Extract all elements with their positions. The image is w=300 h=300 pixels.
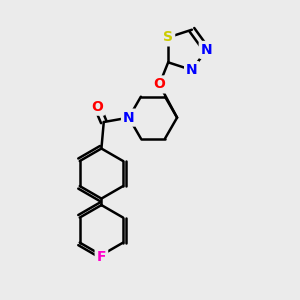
Text: S: S bbox=[163, 30, 173, 44]
Text: N: N bbox=[201, 43, 212, 57]
Text: O: O bbox=[153, 77, 165, 92]
Text: N: N bbox=[186, 63, 198, 77]
Text: F: F bbox=[97, 250, 106, 264]
Text: N: N bbox=[123, 111, 135, 124]
Text: O: O bbox=[92, 100, 103, 114]
